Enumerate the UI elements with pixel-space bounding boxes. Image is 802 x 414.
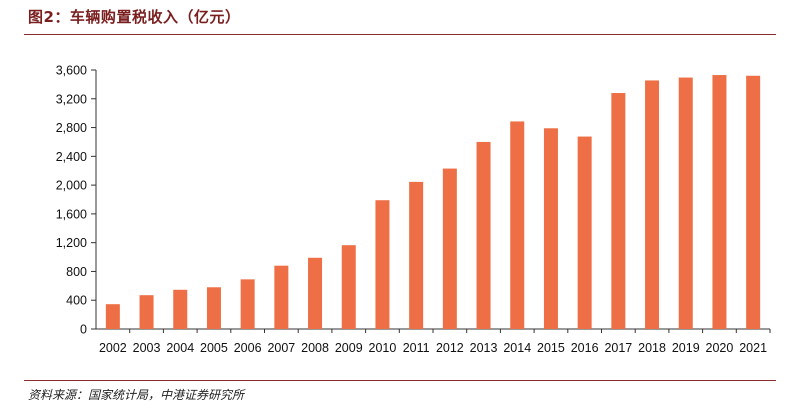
x-tick-label: 2008 [301, 341, 329, 355]
x-tick-label: 2018 [638, 341, 666, 355]
bar-2005 [206, 287, 221, 329]
y-axis: 0 400 800 1,200 1,600 2,000 2,400 2,800 3,200 3,6… [56, 64, 97, 337]
x-tick-label: 2007 [267, 341, 295, 355]
bar-2021 [746, 75, 761, 329]
x-tick-label: 2011 [403, 341, 430, 355]
bar-chart: 0 400 800 1,200 1,600 2,000 2,400 2,800 3,200 3,6… [56, 64, 771, 355]
bar-2019 [678, 77, 693, 329]
x-tick-label: 2010 [369, 341, 397, 355]
x-tick-label: 2013 [470, 341, 498, 355]
source-note: 资料来源：国家统计局，中港证券研究所 [28, 388, 245, 402]
x-tick-label: 2015 [537, 341, 565, 355]
y-tick-label: 800 [66, 265, 87, 279]
top-divider [24, 34, 776, 35]
bar-2002 [105, 304, 120, 329]
bar-2015 [543, 128, 558, 329]
y-tick-label: 3,200 [56, 92, 87, 106]
bar-2018 [645, 80, 660, 329]
bar-2011 [409, 181, 424, 329]
y-tick-label: 0 [80, 323, 87, 337]
x-tick-label: 2012 [436, 341, 464, 355]
x-tick-label: 2005 [200, 341, 228, 355]
bar-2007 [274, 265, 289, 329]
x-tick-label: 2019 [672, 341, 700, 355]
x-tick-label: 2002 [99, 341, 127, 355]
bar-2014 [510, 121, 525, 329]
x-axis: 2002 2003 2004 2005 2006 2007 2008 2009 2010 2011… [96, 328, 771, 355]
y-tick-label: 400 [66, 294, 87, 308]
y-tick-label: 2,400 [56, 150, 87, 164]
x-tick-label: 2014 [503, 341, 531, 355]
x-tick-label: 2020 [706, 341, 734, 355]
x-tick-label: 2009 [335, 341, 363, 355]
bar-2013 [476, 141, 491, 329]
y-tick-label: 2,800 [56, 121, 87, 135]
figure-title: 图2：车辆购置税收入（亿元） [28, 8, 241, 26]
bar-2003 [139, 295, 154, 329]
bar-2008 [308, 257, 323, 329]
bar-2020 [712, 75, 727, 330]
y-tick-label: 1,600 [56, 207, 87, 221]
x-tick-label: 2017 [604, 341, 632, 355]
bar-2017 [611, 93, 626, 329]
x-tick-label: 2006 [234, 341, 262, 355]
bottom-divider [24, 380, 776, 381]
y-tick-label: 1,200 [56, 236, 87, 250]
x-tick-label: 2021 [739, 341, 767, 355]
bar-2006 [240, 279, 255, 329]
bar-2016 [577, 136, 592, 329]
bar-2009 [341, 245, 356, 329]
bar-2012 [442, 168, 457, 329]
x-tick-label: 2004 [166, 341, 194, 355]
bar-2010 [375, 200, 390, 329]
x-tick-label: 2016 [571, 341, 599, 355]
y-tick-label: 3,600 [56, 64, 87, 78]
bar-series [105, 75, 761, 330]
x-tick-label: 2003 [133, 341, 161, 355]
y-tick-label: 2,000 [56, 179, 87, 193]
bar-2004 [173, 289, 188, 329]
